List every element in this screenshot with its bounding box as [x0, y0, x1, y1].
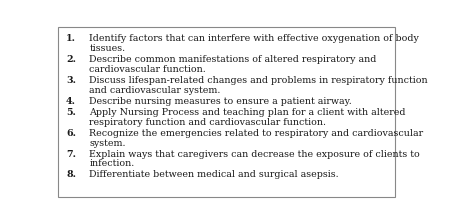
Text: system.: system. — [90, 139, 126, 148]
Text: Identify factors that can interfere with effective oxygenation of body: Identify factors that can interfere with… — [90, 34, 419, 43]
Text: 3.: 3. — [66, 76, 76, 85]
Text: Describe common manifestations of altered respiratory and: Describe common manifestations of altere… — [90, 55, 377, 64]
Text: 1.: 1. — [66, 34, 76, 43]
Text: Discuss lifespan-related changes and problems in respiratory function: Discuss lifespan-related changes and pro… — [90, 76, 428, 85]
Text: 7.: 7. — [66, 150, 76, 159]
Text: 4.: 4. — [66, 97, 76, 106]
Text: Describe nursing measures to ensure a patient airway.: Describe nursing measures to ensure a pa… — [90, 97, 352, 106]
Text: and cardiovascular system.: and cardiovascular system. — [90, 86, 221, 95]
Text: Differentiate between medical and surgical asepsis.: Differentiate between medical and surgic… — [90, 170, 339, 179]
Text: tissues.: tissues. — [90, 44, 126, 53]
Text: Recognize the emergencies related to respiratory and cardiovascular: Recognize the emergencies related to res… — [90, 129, 423, 138]
Text: 5.: 5. — [66, 108, 76, 117]
Text: Explain ways that caregivers can decrease the exposure of clients to: Explain ways that caregivers can decreas… — [90, 150, 420, 159]
Text: 8.: 8. — [66, 170, 76, 179]
Text: 2.: 2. — [66, 55, 76, 64]
Text: Apply Nursing Process and teaching plan for a client with altered: Apply Nursing Process and teaching plan … — [90, 108, 406, 117]
Text: respiratory function and cardiovascular function.: respiratory function and cardiovascular … — [90, 118, 326, 127]
Text: infection.: infection. — [90, 159, 135, 168]
Text: cardiovascular function.: cardiovascular function. — [90, 65, 206, 74]
Text: 6.: 6. — [66, 129, 76, 138]
